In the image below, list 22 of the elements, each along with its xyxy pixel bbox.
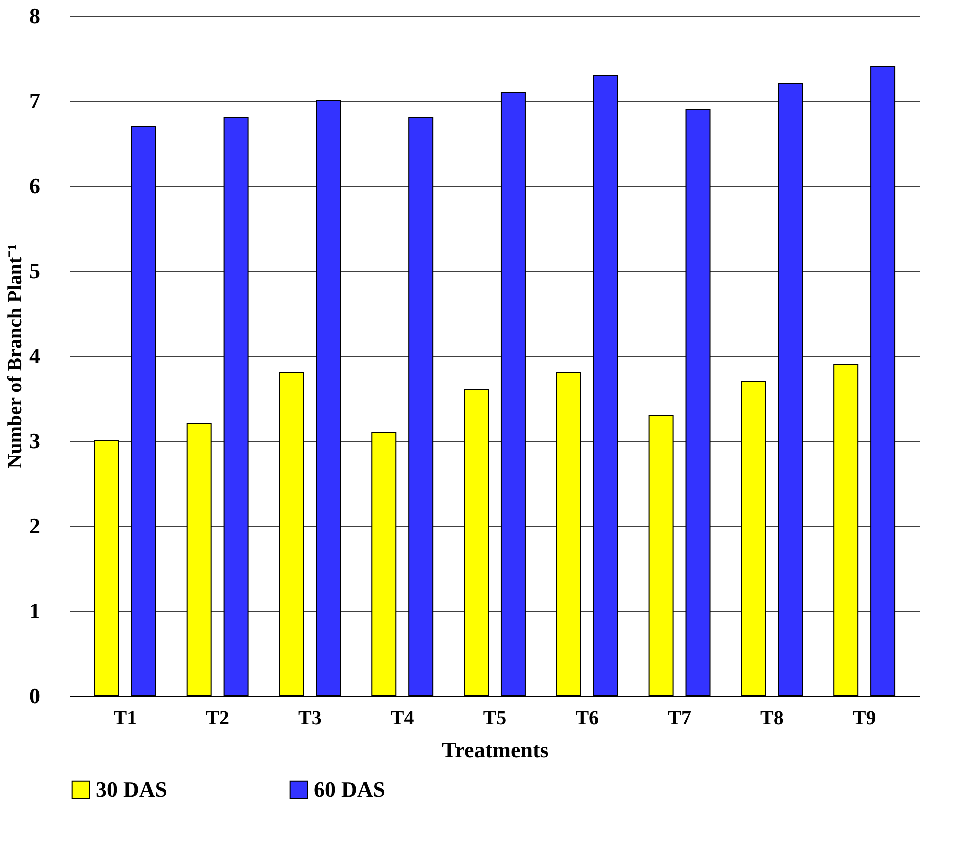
y-tick-label: 5 [30, 258, 40, 284]
legend-label: 60 DAS [314, 777, 386, 802]
y-tick-label: 0 [30, 684, 40, 708]
y-tick-label: 3 [30, 428, 40, 454]
legend-label: 30 DAS [96, 777, 168, 802]
x-tick-label: T6 [576, 708, 600, 730]
x-tick-label: T4 [390, 708, 414, 730]
y-tick-label: 2 [30, 514, 40, 538]
x-tick-label: T9 [852, 708, 876, 730]
x-tick-label: T8 [760, 708, 784, 730]
y-tick-label: 6 [30, 174, 40, 198]
x-tick-label: T3 [298, 708, 322, 730]
y-tick-label: 7 [30, 88, 40, 114]
x-tick-label: T7 [668, 708, 692, 730]
x-tick-label: T2 [206, 708, 230, 730]
x-axis-title: Treatments [442, 738, 550, 762]
y-tick-label: 4 [30, 344, 40, 368]
y-tick-label: 8 [30, 4, 40, 28]
y-axis-title: Number of Branch Plant⁻¹ [4, 244, 26, 469]
x-tick-label: T5 [483, 708, 507, 730]
y-tick-label: 1 [30, 598, 40, 624]
x-tick-label: T1 [114, 708, 138, 730]
